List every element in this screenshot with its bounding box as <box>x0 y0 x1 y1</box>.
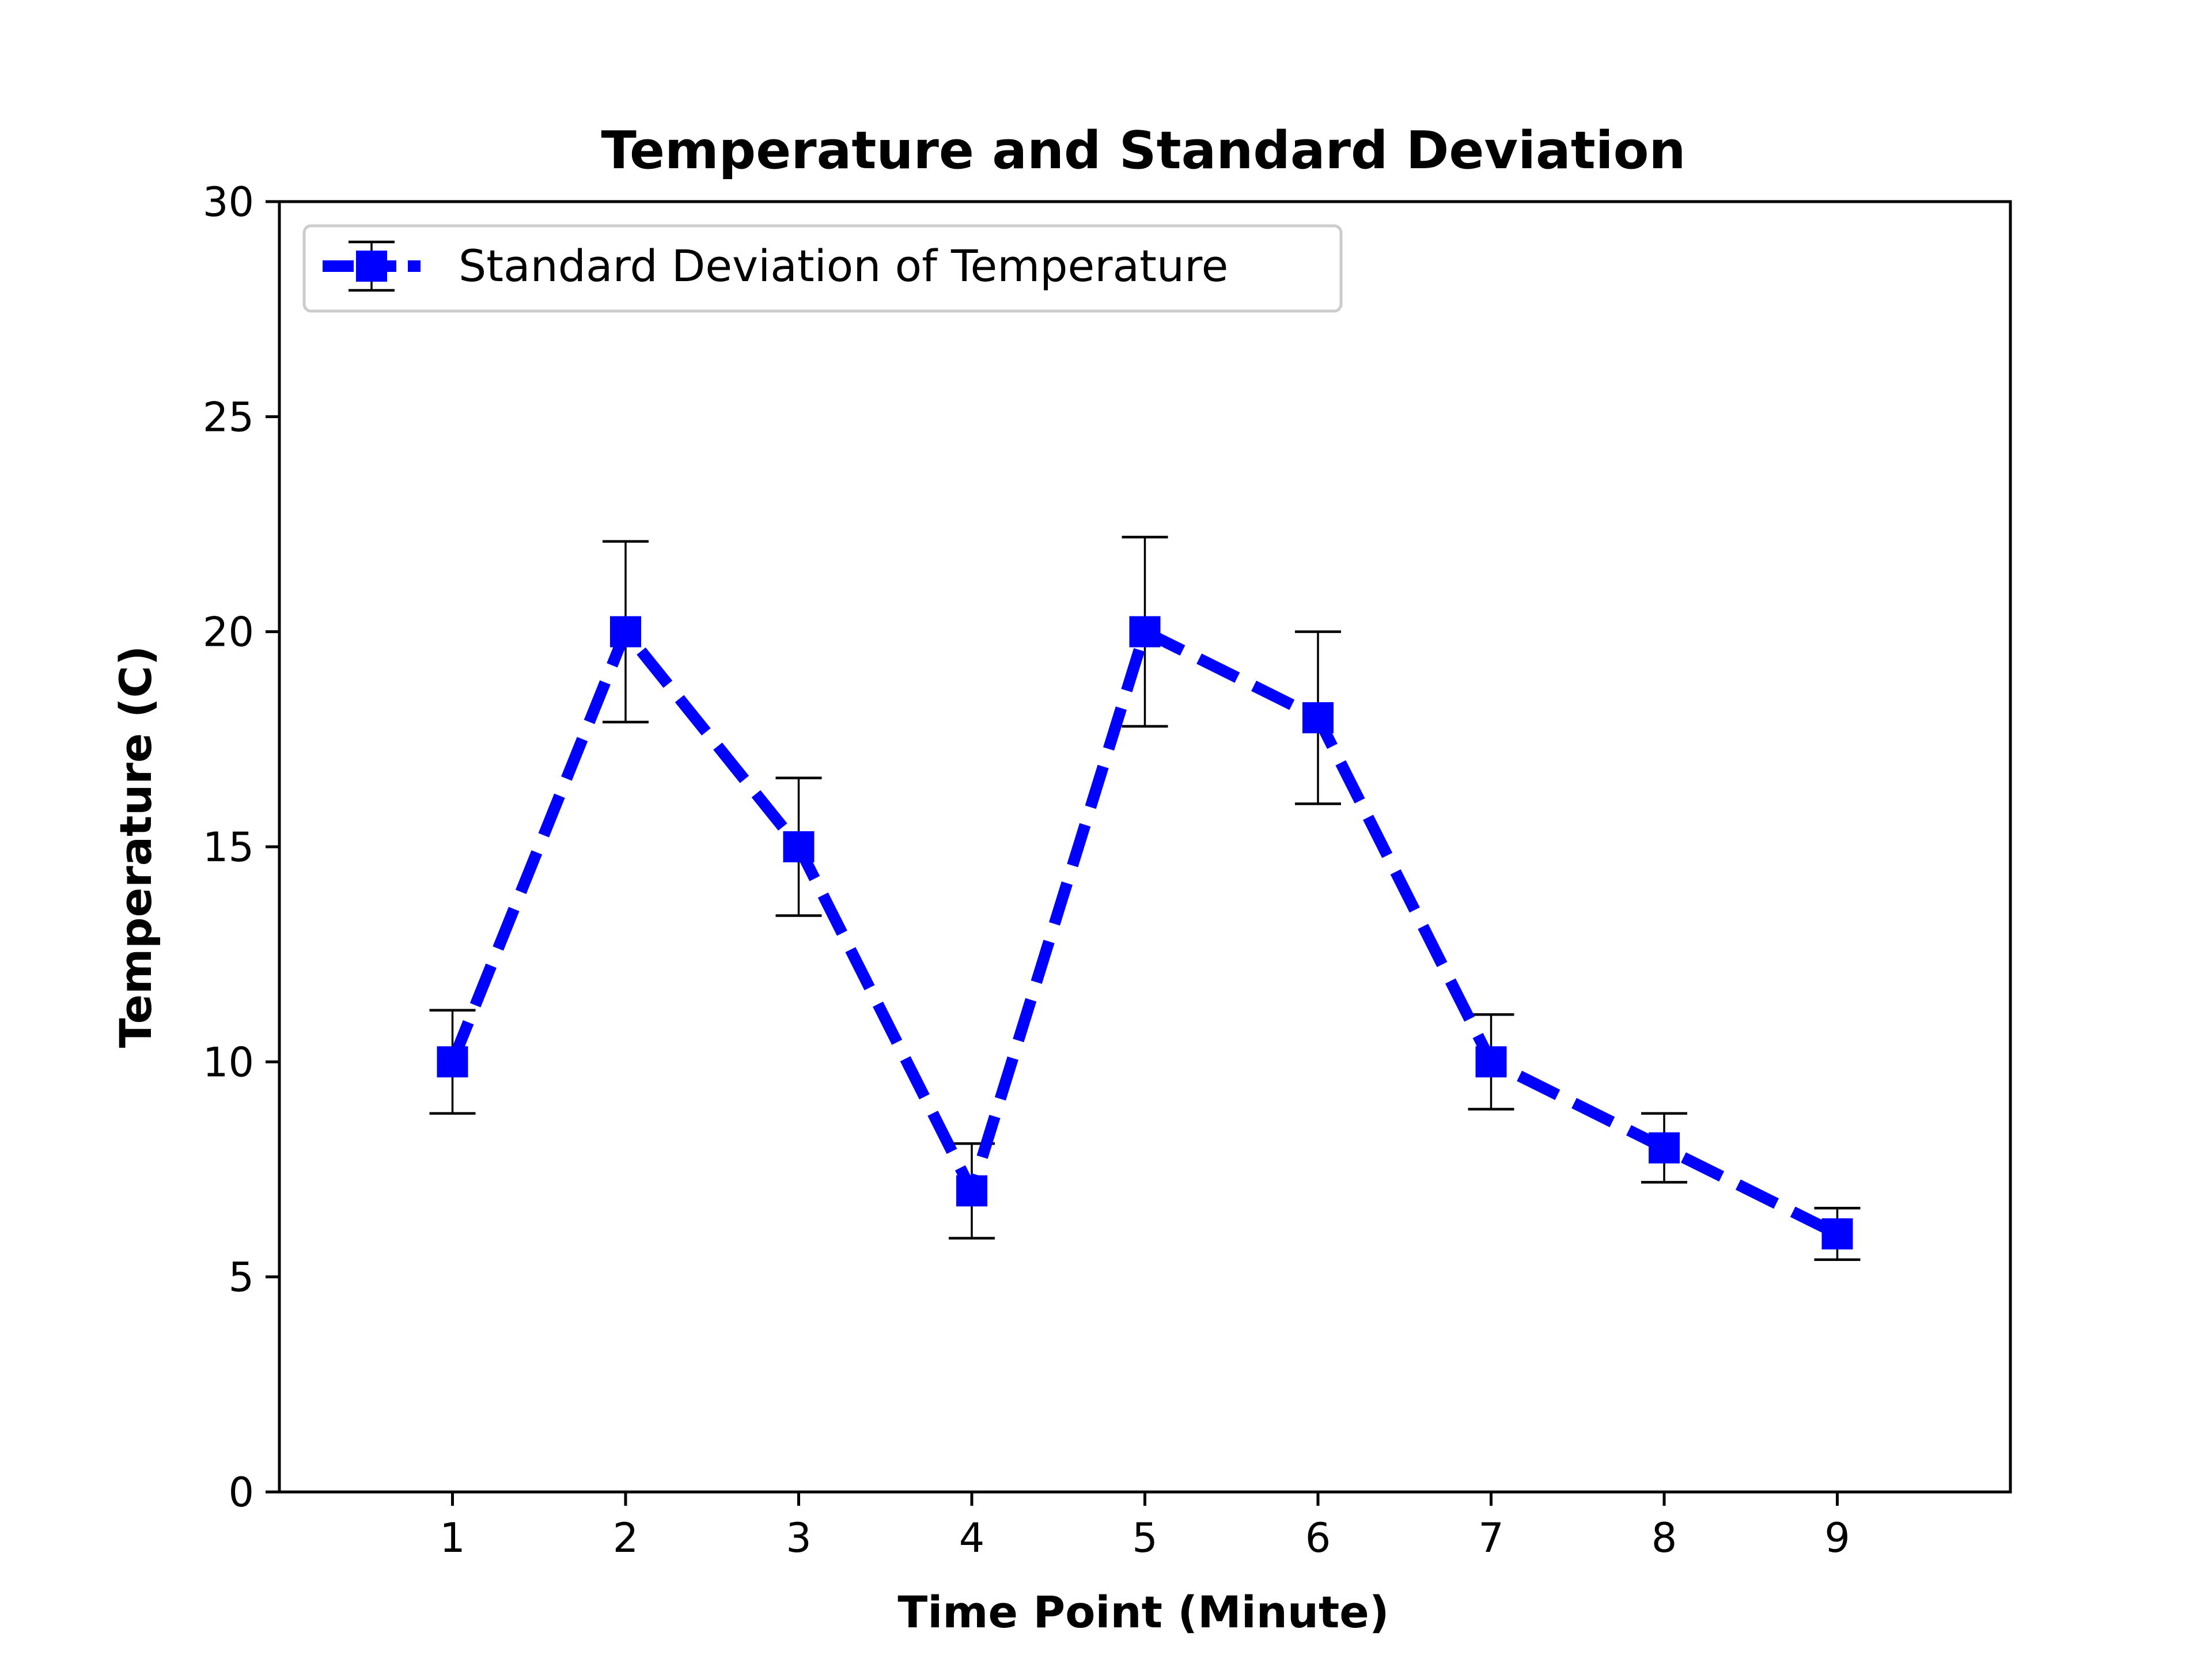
legend-marker <box>356 251 387 282</box>
data-point <box>437 1046 468 1078</box>
data-point <box>1821 1218 1853 1249</box>
data-point <box>1475 1046 1507 1078</box>
data-point <box>783 831 815 862</box>
chart-title: Temperature and Standard Deviation <box>601 120 1686 181</box>
y-tick-label: 20 <box>203 609 254 656</box>
data-point <box>1302 702 1334 733</box>
x-tick-label: 3 <box>786 1514 812 1562</box>
legend: Standard Deviation of Temperature <box>302 224 1343 313</box>
y-axis-title: Temperature (C) <box>110 646 161 1048</box>
error-bars <box>429 536 1861 1262</box>
data-point <box>610 616 641 647</box>
x-tick-label: 9 <box>1824 1514 1850 1562</box>
y-tick-label: 5 <box>228 1254 254 1301</box>
legend-swatch <box>323 240 421 292</box>
y-tick-label: 0 <box>228 1469 254 1516</box>
data-point <box>956 1175 987 1207</box>
x-tick-label: 1 <box>440 1514 465 1562</box>
x-axis-title: Time Point (Minute) <box>897 1586 1389 1638</box>
x-tick-label: 2 <box>613 1514 639 1562</box>
y-tick-label: 30 <box>203 179 254 226</box>
y-tick-label: 10 <box>203 1039 254 1086</box>
legend-box <box>302 224 1343 313</box>
x-tick-label: 5 <box>1132 1514 1158 1562</box>
markers-group <box>437 616 1853 1249</box>
legend-label: Standard Deviation of Temperature <box>459 240 1228 291</box>
y-axis: 0 5 10 15 20 25 30 <box>203 179 279 1516</box>
x-tick-label: 6 <box>1305 1514 1331 1562</box>
x-tick-label: 7 <box>1478 1514 1504 1562</box>
x-tick-label: 4 <box>959 1514 985 1562</box>
y-tick-label: 15 <box>203 824 254 871</box>
data-point <box>1129 616 1161 647</box>
x-tick-label: 8 <box>1652 1514 1677 1562</box>
plot-area <box>278 200 2012 1494</box>
x-axis: 1 2 3 4 5 6 7 8 9 <box>440 1492 1850 1562</box>
y-tick-label: 25 <box>203 393 254 441</box>
data-point <box>1649 1132 1680 1164</box>
